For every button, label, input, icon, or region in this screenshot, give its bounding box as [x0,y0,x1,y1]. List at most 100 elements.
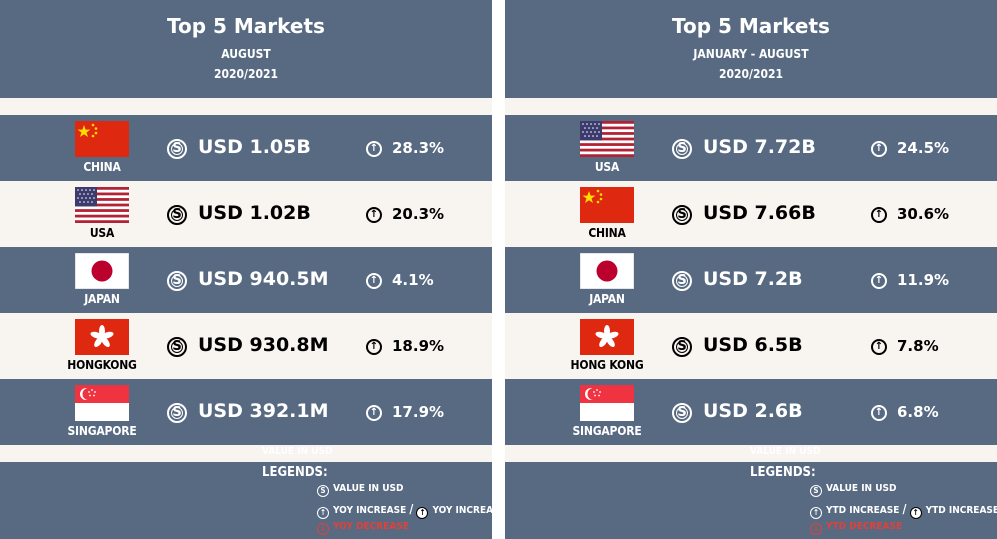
country-label: CHINA [588,226,626,240]
country-label: SINGAPORE [67,424,137,438]
legend-text: YOY INCREASE [333,505,407,516]
dollar-coin-icon: S [167,337,187,357]
china-flag-icon [75,121,129,157]
panel-header: Top 5 Markets JANUARY - AUGUST 2020/2021 [505,0,997,98]
arrow-up-circle-icon: ↑ [366,141,382,157]
country-label: HONG KONG [570,358,644,372]
legend-text: YTD INCREASE [925,505,997,516]
legend-text: YTD INCREASE [826,505,900,516]
legend-item-value: S VALUE IN USD [810,483,896,497]
arrow-up-circle-icon: ↑ [810,507,822,519]
dollar-coin-icon: S [672,403,692,423]
legend-text: YTD DECREASE [826,521,903,532]
arrow-up-circle-icon: ↑ [871,207,887,223]
growth-label: 28.3% [392,139,445,157]
value-label: USD 2.6B [703,400,803,422]
panel-title: Top 5 Markets [672,14,830,38]
legend-title: LEGENDS: [750,465,816,480]
arrow-up-circle-icon: ↑ [871,405,887,421]
usa-flag-icon [75,187,129,223]
arrow-down-circle-icon: ↓ [317,523,329,535]
legend-item-increase: ↑ YTD INCREASE / ↑ YTD INCREASE [810,502,997,519]
panel-header: Top 5 Markets AUGUST 2020/2021 [0,0,492,98]
china-flag-icon [580,187,634,223]
arrow-up-circle-icon: ↑ [871,141,887,157]
arrow-up-circle-icon: ↑ [366,273,382,289]
market-row: CHINA S USD 7.66B ↑ 30.6% [505,181,997,247]
panel-title: Top 5 Markets [167,14,325,38]
dollar-coin-icon: S [810,485,822,497]
growth-label: 18.9% [392,337,445,355]
country-label: USA [594,160,620,174]
value-label: USD 7.72B [703,136,816,158]
market-row: JAPAN S USD 940.5M ↑ 4.1% [0,247,492,313]
dollar-coin-icon: S [672,271,692,291]
panel-august: Top 5 Markets AUGUST 2020/2021 CHINA S U… [0,0,492,539]
hongkong-flag-icon [580,319,634,355]
legend-text: YOY INCREASE [432,505,492,516]
value-label: USD 940.5M [198,268,329,290]
ghost-value-label: VALUE IN USD [750,446,821,457]
dollar-coin-icon: S [672,205,692,225]
growth-label: 11.9% [897,271,950,289]
value-label: USD 1.02B [198,202,311,224]
usa-flag-icon [580,121,634,157]
value-label: USD 7.2B [703,268,803,290]
country-label: USA [89,226,115,240]
legend-separator: / [902,502,907,516]
legend-text: VALUE IN USD [333,483,404,494]
hongkong-flag-icon [75,319,129,355]
country-label: CHINA [83,160,121,174]
legend: LEGENDS: S VALUE IN USD ↑ YTD INCREASE / ↑… [505,462,997,539]
arrow-up-circle-icon: ↑ [366,339,382,355]
panel-january-august: Top 5 Markets JANUARY - AUGUST 2020/2021… [505,0,997,539]
growth-label: 6.8% [897,403,939,421]
market-row: HONG KONG S USD 6.5B ↑ 7.8% [505,313,997,379]
dollar-coin-icon: S [672,139,692,159]
growth-label: 4.1% [392,271,434,289]
arrow-up-circle-icon: ↑ [416,507,429,519]
dollar-coin-icon: S [167,139,187,159]
japan-flag-icon [75,253,129,289]
dollar-coin-icon: S [167,205,187,225]
market-row: USA S USD 7.72B ↑ 24.5% [505,115,997,181]
market-row: USA S USD 1.02B ↑ 20.3% [0,181,492,247]
dollar-coin-icon: S [167,403,187,423]
country-label: JAPAN [84,292,120,306]
arrow-up-circle-icon: ↑ [317,507,329,519]
growth-label: 7.8% [897,337,939,355]
arrow-up-circle-icon: ↑ [366,207,382,223]
legend-text: YOY DECREASE [333,521,409,532]
value-label: USD 1.05B [198,136,311,158]
country-label: SINGAPORE [572,424,642,438]
ghost-value-label: VALUE IN USD [262,446,333,457]
country-label: HONGKONG [67,358,137,372]
panel-subtitle-period: AUGUST [221,47,271,61]
arrow-up-circle-icon: ↑ [871,273,887,289]
singapore-flag-icon [580,385,634,421]
panel-subtitle-years: 2020/2021 [718,67,784,81]
legend: LEGENDS: S VALUE IN USD ↑ YOY INCREASE / ↑… [0,462,492,539]
legend-text: VALUE IN USD [826,483,897,494]
arrow-down-circle-icon: ↓ [810,523,822,535]
growth-label: 30.6% [897,205,950,223]
legend-item-increase: ↑YOY INCREASE / ↑YOY INCREASE [317,502,492,519]
growth-label: 24.5% [897,139,950,157]
legend-item-decrease: ↓ YTD DECREASE [810,521,902,535]
dollar-coin-icon: S [672,337,692,357]
value-label: USD 6.5B [703,334,803,356]
legend-title: LEGENDS: [262,465,328,480]
market-row: SINGAPORE S USD 392.1M ↑ 17.9% [0,379,492,445]
japan-flag-icon [580,253,634,289]
legend-item-value: S VALUE IN USD [317,483,403,497]
market-row: CHINA S USD 1.05B ↑ 28.3% [0,115,492,181]
market-row: JAPAN S USD 7.2B ↑ 11.9% [505,247,997,313]
legend-item-decrease: ↓ YOY DECREASE [317,521,409,535]
value-label: USD 392.1M [198,400,329,422]
value-label: USD 930.8M [198,334,329,356]
market-row: SINGAPORE S USD 2.6B ↑ 6.8% [505,379,997,445]
arrow-up-circle-icon: ↑ [871,339,887,355]
panel-subtitle-period: JANUARY - AUGUST [693,47,809,61]
growth-label: 20.3% [392,205,445,223]
growth-label: 17.9% [392,403,445,421]
